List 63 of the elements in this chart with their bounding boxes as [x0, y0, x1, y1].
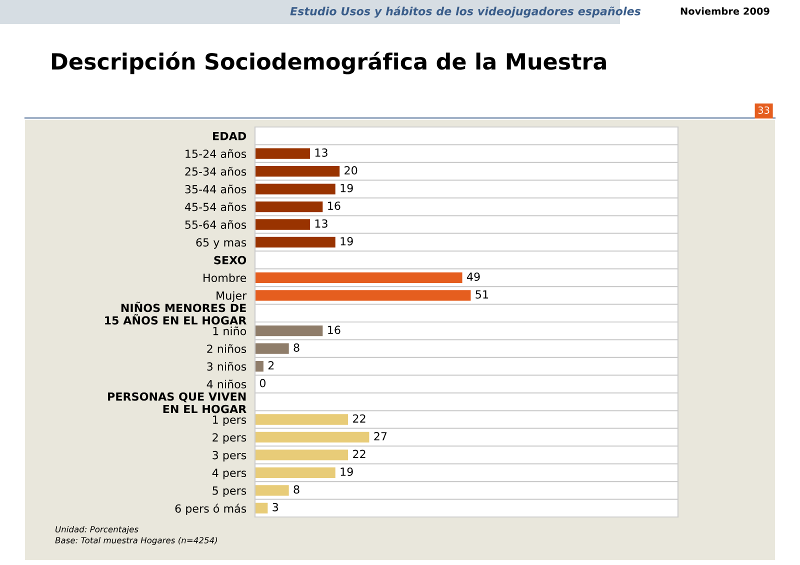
y-tick-label: 2 niños [207, 344, 246, 353]
bar [255, 290, 471, 301]
y-tick-label: 35-44 años [185, 184, 246, 194]
bar [255, 361, 264, 372]
bar [255, 148, 310, 159]
data-label: 8 [294, 485, 300, 494]
text: Base: Total muestra Hogares (n=4254) [55, 536, 217, 546]
data-label: 3 [272, 502, 278, 512]
y-tick-label: 3 pers [212, 450, 246, 462]
y-tick-label: 4 niños [206, 380, 246, 388]
bar [255, 450, 348, 460]
data-label: 22 [353, 450, 366, 458]
data-label: 13 [315, 148, 328, 157]
y-tick-label: 1 niño [213, 326, 246, 336]
bar [255, 485, 289, 496]
bar [255, 201, 323, 212]
bar [255, 326, 323, 336]
bar [255, 184, 336, 194]
y-tick-label: Mujer [216, 291, 247, 302]
chart-title: Descripción Sociodemográfica de la Muestra [52, 52, 606, 74]
y-tick-label: EDAD [213, 132, 246, 140]
data-label: 13 [315, 219, 328, 228]
data-label: 16 [328, 202, 340, 210]
y-tick-label: 3 niños [207, 362, 246, 371]
y-tick-label: 55-64 años [185, 220, 246, 229]
y-tick-label: 4 pers [212, 468, 246, 480]
y-tick-label: 1 pers [213, 416, 246, 426]
bar [255, 467, 336, 478]
text: Unidad: Porcentajes [55, 526, 138, 534]
data-label: 19 [340, 184, 353, 192]
y-tick-label: PERSONAS QUE VIVEN EN EL HOGAR [108, 392, 246, 414]
bar [255, 219, 310, 230]
data-label: 0 [260, 378, 266, 388]
y-tick-label: 15-24 años [186, 149, 246, 158]
bar [255, 272, 462, 283]
y-tick-label: NIÑOS MENORES DE 15 AÑOS EN EL HOGAR [105, 302, 246, 325]
data-label: 51 [476, 290, 488, 299]
data-label: 16 [328, 326, 340, 334]
data-label: 49 [466, 272, 480, 281]
y-tick-label: 6 pers ó más [175, 504, 246, 515]
bar [255, 414, 348, 425]
data-label: 2 [268, 361, 274, 370]
data-label: 20 [344, 166, 358, 175]
bar [255, 343, 289, 354]
bar [255, 236, 336, 248]
data-label: 27 [374, 432, 387, 440]
text: 33 [758, 106, 770, 114]
bar [255, 502, 268, 514]
data-label: 22 [353, 414, 366, 423]
y-tick-label: 45-54 años [184, 202, 246, 212]
y-tick-label: 5 pers [212, 486, 246, 497]
y-tick-label: 2 pers [212, 433, 246, 444]
y-tick-label: SEXO [214, 256, 246, 264]
bar [255, 432, 370, 443]
text: Noviembre 2009 [680, 7, 770, 15]
y-tick-label: Hombre [204, 273, 246, 282]
bar [255, 166, 340, 177]
data-label: 19 [340, 468, 353, 476]
y-tick-label: 65 y mas [196, 238, 246, 249]
data-label: 19 [340, 237, 353, 246]
chart-subtitle: Estudio Usos y hábitos de los videojugadores españoles [290, 6, 641, 18]
data-label: 8 [294, 343, 300, 352]
y-tick-label: 25-34 años [185, 166, 246, 176]
